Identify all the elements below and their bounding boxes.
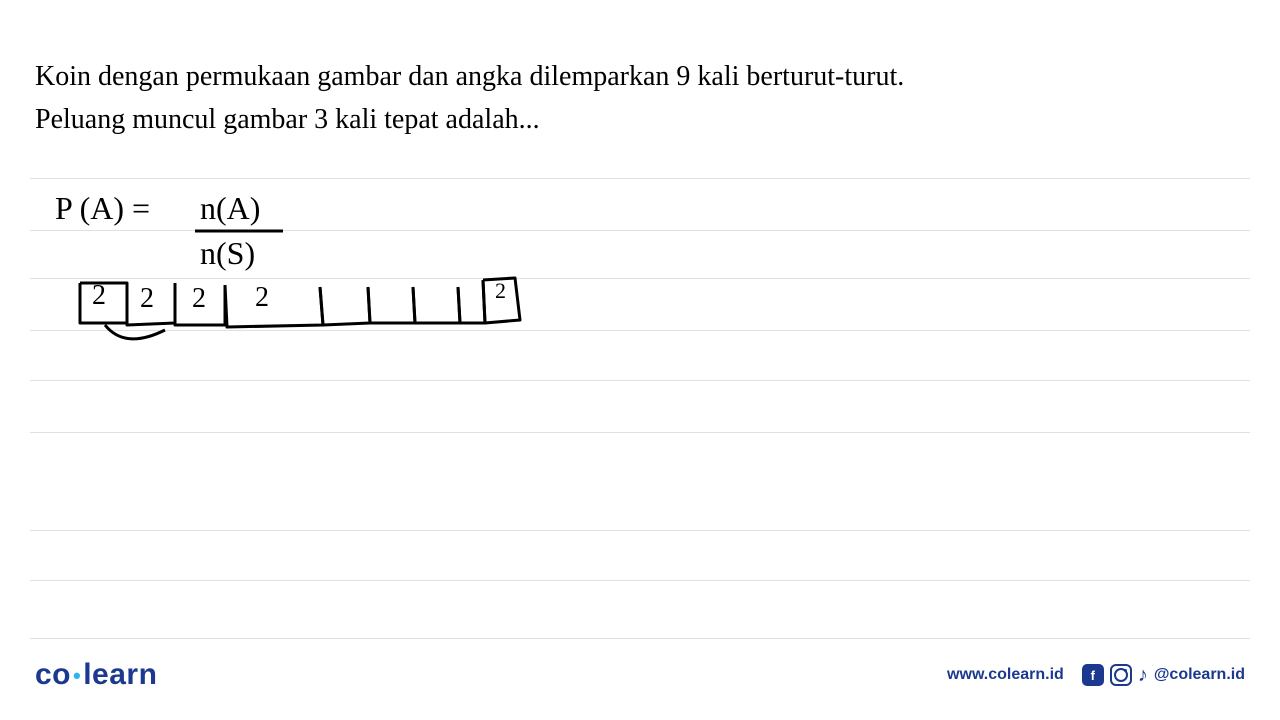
footer-right: www.colearn.id f ♪ @colearn.id bbox=[947, 664, 1245, 687]
footer: co•learn www.colearn.id f ♪ @colearn.id bbox=[0, 658, 1280, 692]
formula-denominator: n(S) bbox=[200, 235, 255, 272]
instagram-icon bbox=[1110, 664, 1132, 686]
ruled-line bbox=[30, 638, 1250, 639]
box-value-1: 2 bbox=[140, 283, 154, 315]
ruled-line bbox=[30, 432, 1250, 433]
logo-learn: learn bbox=[83, 658, 157, 691]
fraction-bar bbox=[195, 228, 285, 234]
ruled-line bbox=[30, 530, 1250, 531]
box-value-0: 2 bbox=[92, 280, 106, 312]
ruled-line bbox=[30, 380, 1250, 381]
formula-numerator: n(A) bbox=[200, 190, 260, 227]
ruled-line bbox=[30, 580, 1250, 581]
tiktok-icon: ♪ bbox=[1138, 664, 1148, 687]
social-handle: @colearn.id bbox=[1154, 666, 1245, 684]
website-url: www.colearn.id bbox=[947, 666, 1064, 684]
logo: co•learn bbox=[35, 658, 157, 692]
logo-co: co bbox=[35, 658, 71, 691]
box-value-3: 2 bbox=[255, 282, 269, 314]
box-value-2: 2 bbox=[192, 283, 206, 315]
formula-lhs: P (A) = bbox=[55, 190, 150, 227]
question-text: Koin dengan permukaan gambar dan angka d… bbox=[0, 0, 1280, 142]
question-line2: Peluang muncul gambar 3 kali tepat adala… bbox=[35, 104, 540, 135]
social-icons: f ♪ @colearn.id bbox=[1082, 664, 1245, 687]
box-value-8: 2 bbox=[495, 278, 506, 304]
facebook-icon: f bbox=[1082, 664, 1104, 686]
logo-dot: • bbox=[71, 663, 83, 688]
work-area: P (A) = n(A) n(S) 2 2 2 2 2 bbox=[0, 160, 1280, 650]
ruled-line bbox=[30, 178, 1250, 179]
question-line1: Koin dengan permukaan gambar dan angka d… bbox=[35, 61, 904, 92]
